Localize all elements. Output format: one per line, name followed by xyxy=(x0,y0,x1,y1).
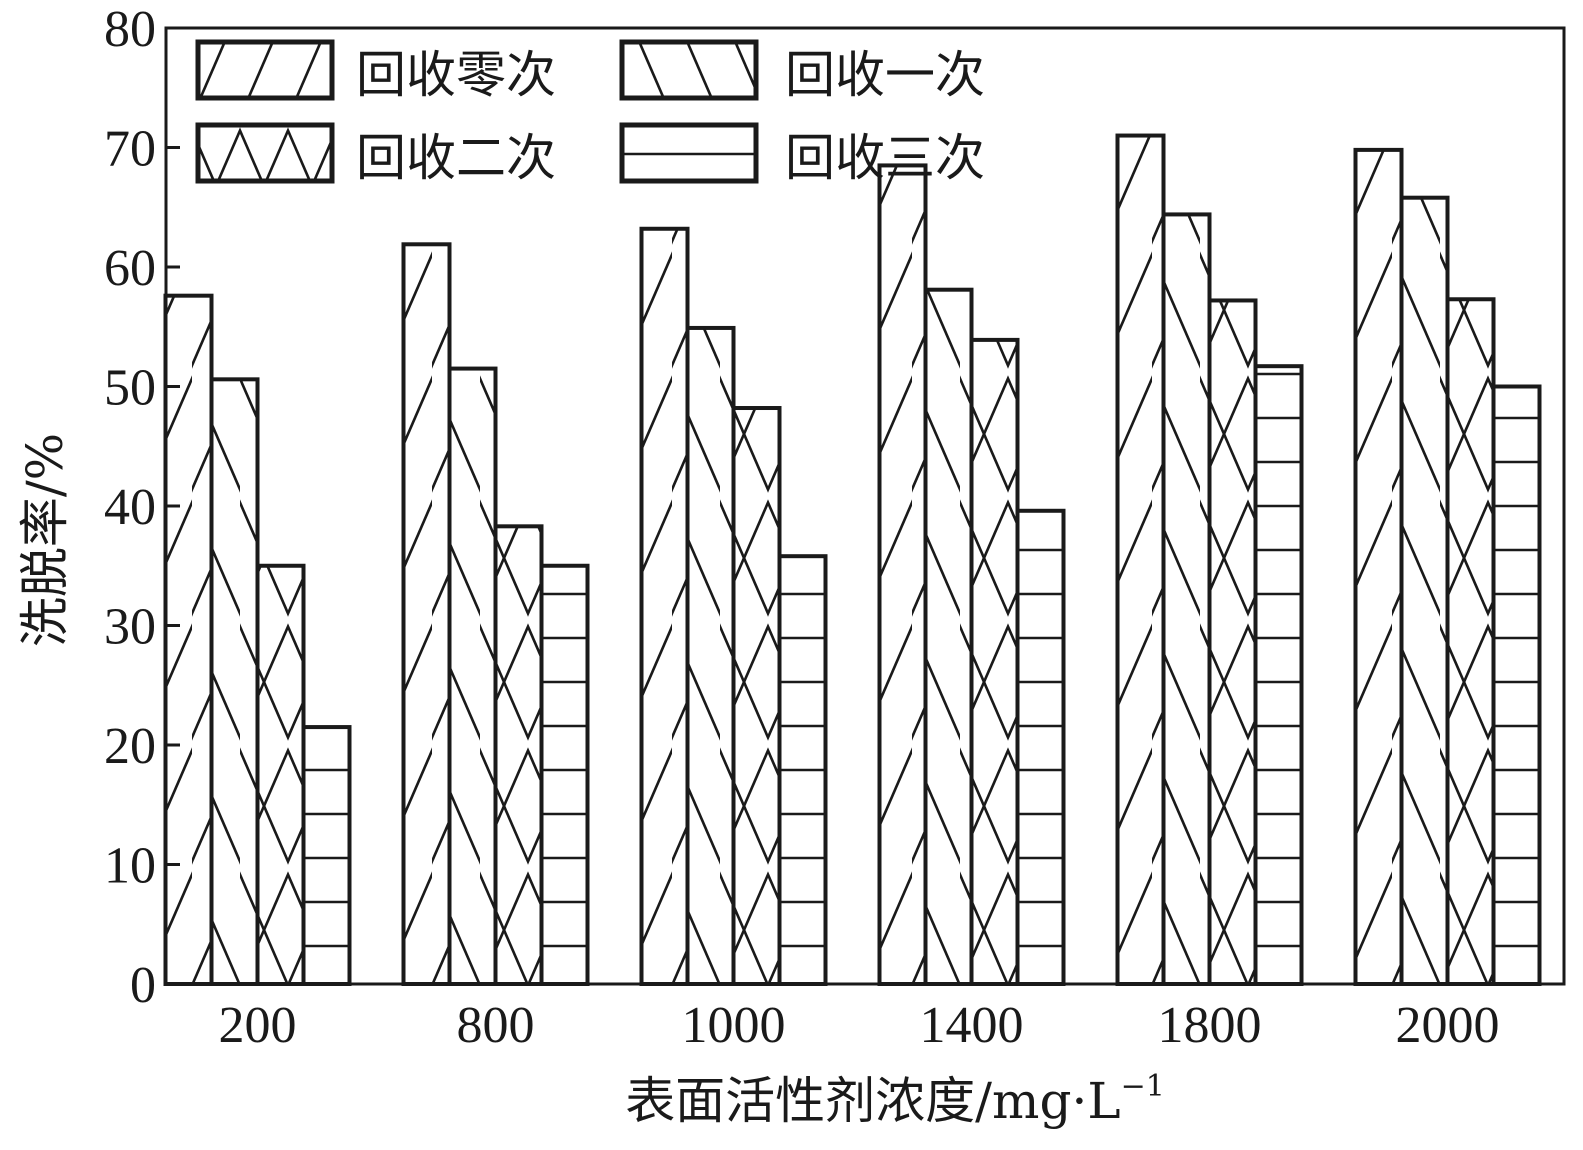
bar-200-series-1 xyxy=(163,293,214,986)
bar-1400-series-4 xyxy=(1015,508,1066,986)
bar-800-series-4 xyxy=(539,563,590,986)
legend-swatch-3 xyxy=(195,122,335,184)
x-tick-label: 1400 xyxy=(920,997,1024,1054)
x-axis: 200 800 1000 1400 1800 2000 xyxy=(219,997,1500,1054)
y-tick-label: 30 xyxy=(104,599,156,656)
y-axis-title: 洗脱率/% xyxy=(16,433,74,647)
y-tick-label: 40 xyxy=(104,479,156,536)
legend-swatch-2 xyxy=(619,39,759,101)
x-tick-label: 1800 xyxy=(1158,997,1262,1054)
bar-800-series-3 xyxy=(493,524,544,986)
bar-2000-series-3 xyxy=(1445,297,1496,986)
bar-1800-series-4 xyxy=(1253,364,1304,986)
bar-800-series-2 xyxy=(447,366,498,986)
y-tick-label: 10 xyxy=(104,838,156,895)
legend-swatch-4 xyxy=(619,122,759,184)
x-tick-label: 1000 xyxy=(682,997,786,1054)
y-tick-label: 60 xyxy=(104,240,156,297)
y-tick-label: 0 xyxy=(130,957,156,1014)
x-axis-title-superscript: −1 xyxy=(1121,1069,1165,1104)
bar-1400-series-2 xyxy=(923,287,974,986)
bar-200-series-2 xyxy=(209,377,260,986)
bar-1800-series-3 xyxy=(1207,298,1258,986)
x-tick-label: 2000 xyxy=(1396,997,1500,1054)
x-tick-label: 200 xyxy=(219,997,297,1054)
x-axis-title-main: 表面活性剂浓度/mg·L xyxy=(625,1072,1120,1130)
y-tick-label: 20 xyxy=(104,718,156,775)
legend-label-4: 回收三次 xyxy=(785,129,985,187)
bar-1400-series-1 xyxy=(877,163,928,987)
legend-swatch-1 xyxy=(195,39,335,101)
bar-2000-series-1 xyxy=(1353,147,1404,986)
bar-200-series-3 xyxy=(255,563,306,986)
y-tick-label: 70 xyxy=(104,121,156,178)
y-tick-label: 50 xyxy=(104,360,156,417)
legend-label-2: 回收一次 xyxy=(785,46,985,104)
bar-1400-series-3 xyxy=(969,337,1020,986)
legend-label-1: 回收零次 xyxy=(356,46,556,104)
bar-2000-series-2 xyxy=(1399,195,1450,986)
bar-200-series-4 xyxy=(301,725,352,986)
bar-1800-series-2 xyxy=(1161,212,1212,987)
y-axis: 0 10 20 30 40 50 60 70 80 xyxy=(104,1,180,1014)
y-tick-label: 80 xyxy=(104,1,156,58)
legend-label-3: 回收二次 xyxy=(356,129,556,187)
bar-2000-series-4 xyxy=(1491,384,1542,986)
bar-800-series-1 xyxy=(401,242,452,987)
bar-1800-series-1 xyxy=(1115,133,1166,987)
x-tick-label: 800 xyxy=(457,997,535,1054)
bar-1000-series-2 xyxy=(685,325,736,986)
x-axis-title: 表面活性剂浓度/mg·L−1 xyxy=(625,1069,1165,1130)
bars-layer xyxy=(163,133,1542,987)
bar-1000-series-1 xyxy=(639,226,690,986)
bar-1000-series-3 xyxy=(731,406,782,986)
bar-1000-series-4 xyxy=(777,554,828,986)
